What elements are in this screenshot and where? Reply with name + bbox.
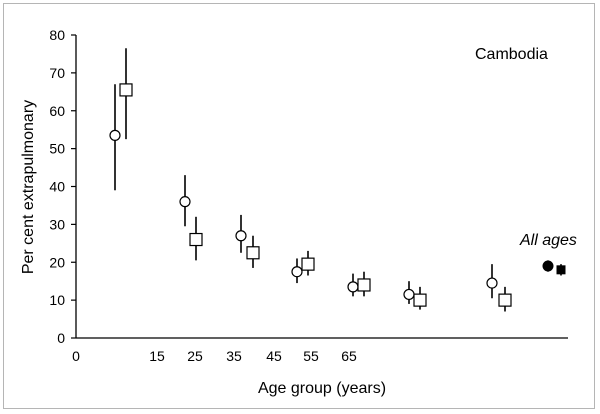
y-tick-label: 40 (49, 179, 65, 195)
x-tick-label: 15 (149, 348, 165, 364)
open-square-point (189, 232, 203, 247)
open-circle-point (486, 277, 498, 289)
chart-frame (3, 3, 595, 409)
open-circle-point (235, 230, 247, 242)
open-circle-point (109, 129, 121, 141)
filled-square-point (556, 265, 566, 275)
y-tick-label: 10 (49, 292, 65, 308)
open-circle-point (403, 288, 415, 301)
filled-circle-point (542, 260, 554, 272)
y-tick-label: 50 (49, 141, 65, 157)
open-square-point (357, 278, 371, 292)
data-marks (109, 48, 566, 312)
open-circle-point (291, 266, 303, 278)
open-circle-point (347, 281, 359, 293)
y-axis-title: Per cent extrapulmonary (20, 100, 37, 274)
y-tick-label: 80 (49, 27, 65, 43)
y-tick-label: 0 (57, 330, 65, 346)
all-ages-annotation: All ages (519, 232, 577, 249)
open-square-point (246, 246, 260, 260)
x-tick-label: 35 (226, 348, 242, 364)
open-square-point (301, 257, 315, 271)
x-tick-label: 0 (72, 348, 80, 364)
x-axis-title: Age group (years) (258, 380, 386, 397)
y-tick-label: 30 (49, 216, 65, 232)
x-tick-label: 55 (303, 348, 319, 364)
y-tick-label: 70 (49, 65, 65, 81)
x-tick-label: 65 (341, 348, 357, 364)
y-tick-label: 60 (49, 103, 65, 119)
open-circle-point (179, 196, 191, 208)
open-square-point (413, 293, 427, 307)
country-annotation: Cambodia (475, 46, 548, 63)
axes: 0 10 20 30 40 50 60 70 80 0 15 25 35 45 55 65 (49, 27, 568, 364)
y-tick-label: 20 (49, 254, 65, 270)
open-square-point (119, 83, 133, 97)
x-tick-label: 25 (187, 348, 203, 364)
x-tick-label: 45 (266, 348, 282, 364)
open-square-point (498, 293, 512, 307)
